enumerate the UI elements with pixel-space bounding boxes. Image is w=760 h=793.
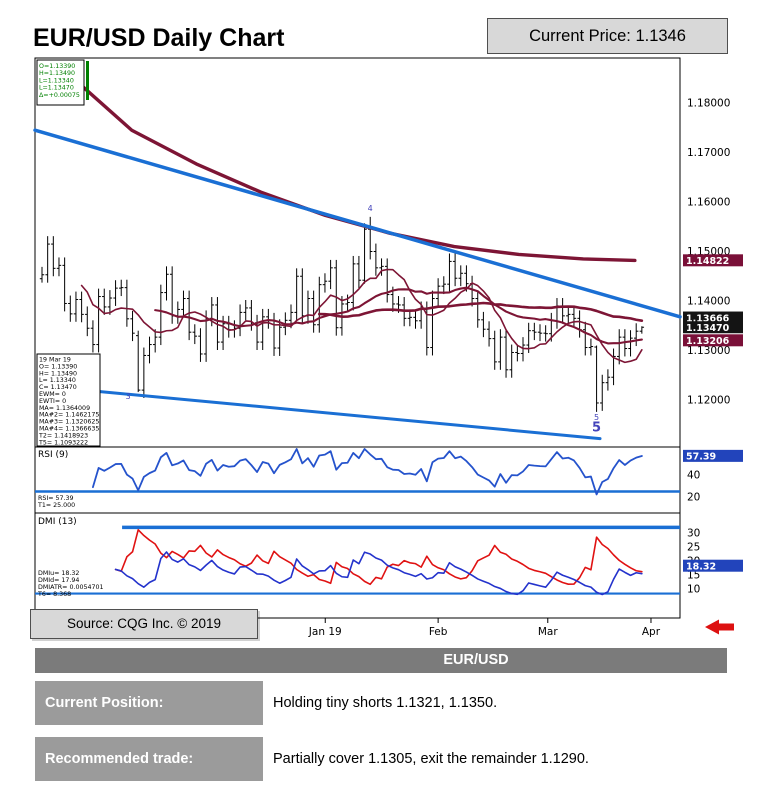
eurusd-daily-chart: 1.180001.170001.160001.150001.140001.130… <box>33 57 743 638</box>
recommended-trade-label: Recommended trade: <box>35 737 263 781</box>
ohlc-quote-box: O=1.13390H=1.13490L=1.13340L=1.13470Δ=+0… <box>36 59 89 106</box>
svg-text:MA#4= 1.1366635: MA#4= 1.1366635 <box>39 426 99 433</box>
svg-text:T1= 25.000: T1= 25.000 <box>37 502 75 509</box>
rsi-current-badge <box>683 449 743 462</box>
ohlc-bars <box>39 216 645 412</box>
svg-text:C= 1.13470: C= 1.13470 <box>39 384 77 391</box>
svg-text:1.18000: 1.18000 <box>687 98 730 110</box>
page-title: EUR/USD Daily Chart <box>33 24 285 52</box>
dmi-plus-line <box>114 551 643 596</box>
dmi-minus-line <box>114 529 643 586</box>
svg-text:1.16000: 1.16000 <box>687 197 730 209</box>
svg-text:Mar: Mar <box>538 626 558 638</box>
svg-text:T5= 1.1093222: T5= 1.1093222 <box>38 439 88 446</box>
svg-text:4: 4 <box>368 204 373 213</box>
svg-text:Apr: Apr <box>642 626 661 638</box>
svg-text:T2= 1.1418923: T2= 1.1418923 <box>38 432 88 439</box>
svg-text:1.13000: 1.13000 <box>687 345 730 357</box>
dmi-current-badge <box>683 559 743 572</box>
svg-text:MA#2= 1.1462175: MA#2= 1.1462175 <box>39 412 99 419</box>
rsi-panel-content <box>35 448 680 496</box>
svg-text:L=1.13470: L=1.13470 <box>39 85 74 92</box>
current-price-box: Current Price: 1.1346 <box>487 18 728 54</box>
svg-text:EWM= 0: EWM= 0 <box>39 391 66 398</box>
svg-text:Δ=+0.00075: Δ=+0.00075 <box>39 92 80 99</box>
svg-text:Jan 19: Jan 19 <box>308 626 342 638</box>
green-bar-marker <box>86 61 89 100</box>
svg-text:25: 25 <box>687 542 700 554</box>
svg-text:O=1.13390: O=1.13390 <box>39 63 75 70</box>
svg-text:15: 15 <box>687 570 700 582</box>
trendlines <box>33 128 682 441</box>
svg-text:H=1.13490: H=1.13490 <box>39 70 75 77</box>
time-axis: Jan 19 Feb Mar Apr <box>308 618 661 638</box>
table-title: EUR/USD <box>443 652 509 668</box>
ma-21 <box>154 286 643 345</box>
rsi-scale: 40 20 57.39 <box>683 449 743 504</box>
table-header: EUR/USD <box>35 648 727 673</box>
svg-text:1.12000: 1.12000 <box>687 395 730 407</box>
current-position-label: Current Position: <box>35 681 263 725</box>
price-highlight-badge <box>683 321 743 334</box>
current-position-value: Holding tiny shorts 1.1321, 1.1350. <box>263 681 727 725</box>
svg-text:18.32: 18.32 <box>686 562 716 573</box>
svg-text:L= 1.13340: L= 1.13340 <box>39 377 76 384</box>
svg-text:RSI= 57.39: RSI= 57.39 <box>38 495 74 502</box>
source-attribution-box: Source: CQG Inc. © 2019 <box>30 609 258 639</box>
lower-channel <box>93 389 602 441</box>
svg-text:40: 40 <box>687 470 700 482</box>
dmi-scale: 302520151018.32 <box>683 528 743 596</box>
price-highlight-badge <box>683 254 743 267</box>
svg-text:19 Mar 19: 19 Mar 19 <box>39 357 71 364</box>
svg-text:5: 5 <box>594 413 599 422</box>
svg-text:10: 10 <box>687 584 700 596</box>
svg-text:H= 1.13490: H= 1.13490 <box>39 370 77 377</box>
svg-text:1.13470: 1.13470 <box>686 323 730 334</box>
rsi-line <box>92 448 643 496</box>
svg-text:MA= 1.1364009: MA= 1.1364009 <box>39 405 90 412</box>
price-scale: 1.180001.170001.160001.150001.140001.130… <box>683 98 743 407</box>
ma-50 <box>317 301 644 322</box>
red-arrow-icon <box>705 619 734 635</box>
recommended-trade-value: Partially cover 1.1305, exit the remaind… <box>263 737 727 781</box>
svg-text:MA#3= 1.1320625: MA#3= 1.1320625 <box>39 419 99 426</box>
price-highlight-badge <box>683 334 743 347</box>
ma-8 <box>80 268 643 364</box>
svg-text:O= 1.13390: O= 1.13390 <box>39 363 77 370</box>
svg-text:1.14000: 1.14000 <box>687 296 730 308</box>
svg-text:RSI (9): RSI (9) <box>38 450 68 460</box>
elliott-wave-labels: 3 4 55 <box>126 204 601 436</box>
svg-text:3: 3 <box>126 392 131 401</box>
svg-text:DMI (13): DMI (13) <box>38 517 77 527</box>
svg-text:Feb: Feb <box>429 626 448 638</box>
svg-text:1.17000: 1.17000 <box>687 147 730 159</box>
svg-text:1.13206: 1.13206 <box>686 336 730 347</box>
svg-text:1.14822: 1.14822 <box>686 256 729 267</box>
svg-text:T6= 8.368: T6= 8.368 <box>37 591 71 598</box>
upper-channel <box>33 128 682 319</box>
svg-text:DMIu= 18.32: DMIu= 18.32 <box>38 570 79 577</box>
svg-text:DMId= 17.94: DMId= 17.94 <box>38 577 79 584</box>
dmi-panel-content <box>35 525 680 596</box>
svg-text:5: 5 <box>592 421 601 436</box>
long-ma <box>77 81 637 263</box>
pane-frames <box>34 57 681 619</box>
svg-text:57.39: 57.39 <box>686 452 716 463</box>
svg-text:30: 30 <box>687 528 700 540</box>
svg-text:EWTI= 0: EWTI= 0 <box>39 398 66 405</box>
svg-text:DMIATR= 0.0054701: DMIATR= 0.0054701 <box>38 584 104 591</box>
svg-text:20: 20 <box>687 492 700 504</box>
svg-text:L=1.13340: L=1.13340 <box>39 77 74 84</box>
svg-text:1.13666: 1.13666 <box>686 313 730 324</box>
price-highlight-badge <box>683 311 743 324</box>
